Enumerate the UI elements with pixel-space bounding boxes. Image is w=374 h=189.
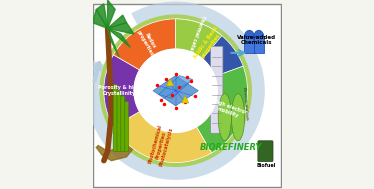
Polygon shape [153,76,198,106]
Ellipse shape [232,94,245,141]
Wedge shape [113,19,176,70]
Wedge shape [104,55,140,127]
Text: Porosity & high
Crystallinity: Porosity & high Crystallinity [98,85,140,96]
Circle shape [134,49,217,132]
FancyBboxPatch shape [94,4,280,187]
Wedge shape [176,19,243,77]
FancyBboxPatch shape [117,90,121,152]
Polygon shape [92,9,108,28]
FancyBboxPatch shape [254,36,264,53]
Ellipse shape [218,94,232,141]
Polygon shape [108,23,134,34]
Text: Thermal catalysis: Thermal catalysis [184,14,206,61]
Polygon shape [166,78,174,86]
FancyBboxPatch shape [258,141,273,162]
Text: Photochemical
Properties
Photocatalysis: Photochemical Properties Photocatalysis [148,124,174,167]
FancyBboxPatch shape [121,96,125,152]
Polygon shape [181,95,189,103]
Polygon shape [159,76,193,98]
Text: Redox
properties: Redox properties [135,26,159,57]
Ellipse shape [254,30,264,45]
Wedge shape [196,66,248,153]
Text: Biofuel: Biofuel [257,163,276,167]
FancyBboxPatch shape [113,85,117,152]
Polygon shape [108,15,126,28]
Text: High electron
mobility: High electron mobility [209,99,248,122]
Wedge shape [113,112,212,163]
FancyBboxPatch shape [244,36,255,53]
Wedge shape [176,19,222,59]
FancyBboxPatch shape [211,46,223,133]
Text: Acidic & Basic
properties: Acidic & Basic properties [193,25,224,63]
Polygon shape [108,28,119,57]
Text: Electrocatalysis: Electrocatalysis [242,87,249,121]
Circle shape [100,15,251,166]
Polygon shape [96,4,108,28]
Text: Value-added
Chemicals: Value-added Chemicals [237,35,276,45]
Text: BIOREFINERY: BIOREFINERY [200,143,263,152]
FancyBboxPatch shape [125,102,128,152]
Polygon shape [96,144,134,161]
Polygon shape [108,28,130,47]
Ellipse shape [244,30,255,45]
Polygon shape [108,0,115,28]
